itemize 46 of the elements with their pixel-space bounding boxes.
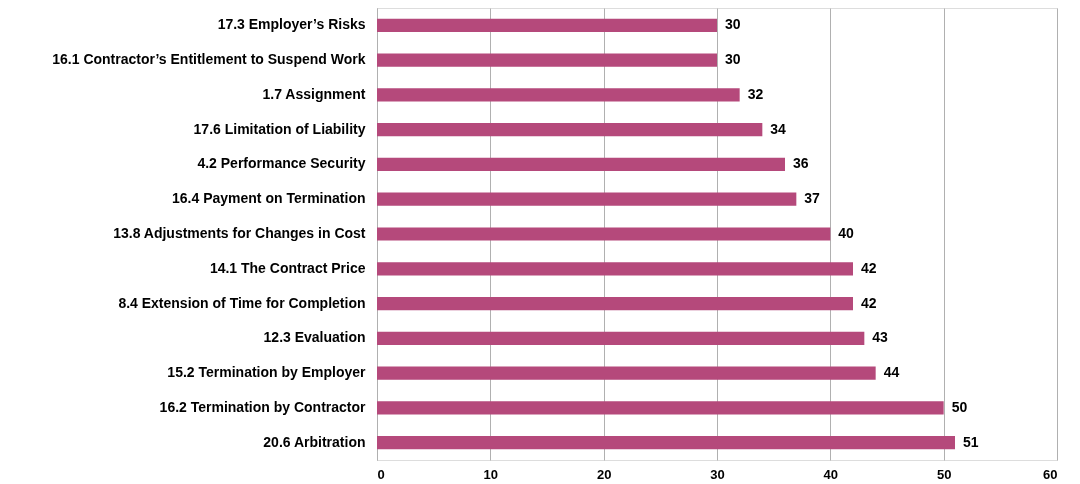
y-tick-label: 17.3 Employer’s Risks — [217, 16, 366, 33]
data-label: 40 — [838, 225, 855, 241]
x-tick-label: 20 — [596, 466, 612, 482]
data-label: 42 — [861, 259, 877, 276]
bar — [377, 53, 717, 67]
data-label: 51 — [963, 433, 979, 450]
bar — [377, 227, 831, 241]
y-tick-label: 16.4 Payment on Termination — [172, 190, 366, 207]
data-label: 32 — [747, 85, 764, 102]
bar — [377, 192, 797, 206]
y-tick-label: 12.3 Evaluation — [263, 329, 366, 346]
data-label: 50 — [951, 398, 968, 415]
bar — [377, 366, 876, 380]
y-tick-label: 4.2 Performance Security — [197, 155, 366, 172]
bar — [377, 88, 740, 102]
x-tick-label: 0 — [377, 466, 385, 482]
y-tick-label: 1.7 Assignment — [262, 85, 366, 102]
y-tick-label: 14.1 The Contract Price — [209, 259, 366, 276]
bar — [377, 123, 763, 137]
data-label: 30 — [725, 51, 741, 68]
data-label: 42 — [861, 294, 877, 311]
x-tick-label: 10 — [483, 466, 499, 482]
bar — [377, 296, 853, 311]
x-tick-label: 50 — [936, 466, 952, 482]
data-label: 43 — [872, 329, 889, 346]
y-tick-label: 20.6 Arbitration — [263, 433, 366, 450]
y-tick-label: 8.4 Extension of Time for Completion — [118, 294, 366, 311]
y-tick-label: 17.6 Limitation of Liability — [193, 120, 366, 137]
bar — [377, 436, 955, 450]
y-tick-label: 16.1 Contractor’s Entitlement to Suspend Work — [52, 51, 366, 68]
x-tick-label: 40 — [823, 466, 839, 482]
data-label: 30 — [725, 16, 741, 33]
bar — [377, 157, 785, 172]
data-label: 34 — [770, 120, 787, 137]
bar — [377, 331, 865, 345]
x-tick-label: 30 — [710, 466, 725, 482]
bar — [377, 401, 944, 415]
data-label: 44 — [883, 364, 900, 381]
bar — [377, 18, 717, 32]
data-label: 37 — [804, 190, 821, 207]
data-label: 36 — [793, 155, 809, 172]
y-tick-label: 13.8 Adjustments for Changes in Cost — [113, 225, 366, 241]
y-tick-label: 15.2 Termination by Employer — [167, 364, 367, 381]
bar — [377, 262, 853, 276]
y-tick-label: 16.2 Termination by Contractor — [159, 398, 367, 415]
x-tick-label: 60 — [1043, 466, 1058, 482]
